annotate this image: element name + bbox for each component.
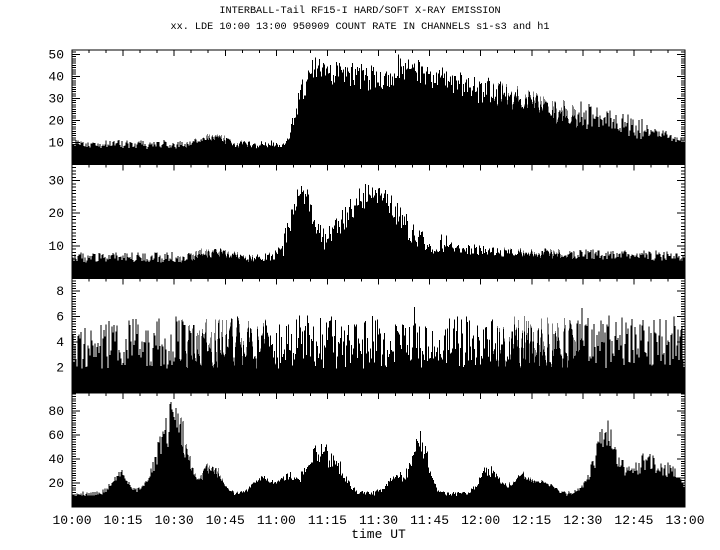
svg-text:time UT: time UT bbox=[351, 527, 406, 542]
svg-text:10: 10 bbox=[48, 135, 64, 150]
svg-text:10:00: 10:00 bbox=[52, 513, 91, 528]
svg-text:11:30: 11:30 bbox=[359, 513, 398, 528]
svg-text:10:30: 10:30 bbox=[155, 513, 194, 528]
svg-text:20: 20 bbox=[48, 113, 64, 128]
svg-text:10:15: 10:15 bbox=[104, 513, 143, 528]
svg-text:11:45: 11:45 bbox=[410, 513, 449, 528]
svg-text:13:00: 13:00 bbox=[665, 513, 704, 528]
svg-text:20: 20 bbox=[48, 206, 64, 221]
svg-text:10:45: 10:45 bbox=[206, 513, 245, 528]
svg-text:20: 20 bbox=[48, 476, 64, 491]
svg-text:4: 4 bbox=[56, 335, 64, 350]
svg-text:12:00: 12:00 bbox=[461, 513, 500, 528]
svg-text:40: 40 bbox=[48, 69, 64, 84]
svg-text:11:15: 11:15 bbox=[308, 513, 347, 528]
svg-text:12:45: 12:45 bbox=[614, 513, 653, 528]
svg-text:10: 10 bbox=[48, 239, 64, 254]
svg-text:50: 50 bbox=[48, 47, 64, 62]
svg-text:6: 6 bbox=[56, 310, 64, 325]
svg-text:8: 8 bbox=[56, 284, 64, 299]
svg-text:11:00: 11:00 bbox=[257, 513, 296, 528]
svg-text:60: 60 bbox=[48, 428, 64, 443]
svg-text:2: 2 bbox=[56, 360, 64, 375]
svg-text:30: 30 bbox=[48, 91, 64, 106]
svg-text:12:30: 12:30 bbox=[563, 513, 602, 528]
svg-text:40: 40 bbox=[48, 452, 64, 467]
svg-text:12:15: 12:15 bbox=[512, 513, 551, 528]
svg-text:80: 80 bbox=[48, 404, 64, 419]
svg-text:30: 30 bbox=[48, 174, 64, 189]
